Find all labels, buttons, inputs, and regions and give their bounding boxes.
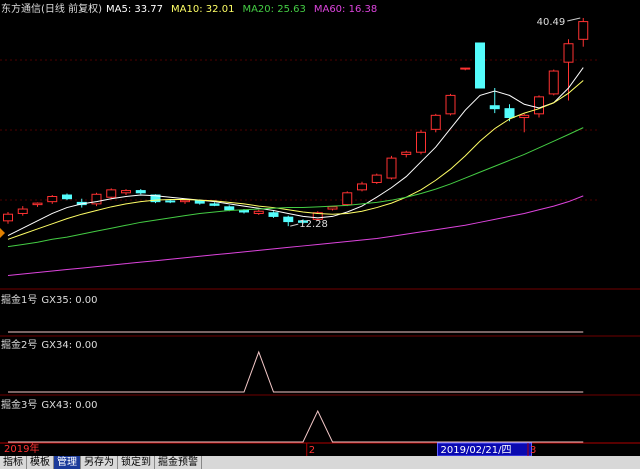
- candle-body: [3, 213, 13, 222]
- indicator-name: GX34: [41, 340, 69, 351]
- candle-body: [548, 70, 559, 95]
- indicator-line: [8, 409, 584, 443]
- ma-name: MA5: [105, 4, 128, 15]
- panel-legend: GX35: 0.00: [41, 295, 98, 306]
- main-header: 东方通信(日线 前复权) MA5: 33.77 MA10: 32.01 MA20: 2…: [1, 0, 385, 15]
- panel-legend: GX43: 0.00: [41, 400, 98, 411]
- chart: 40.49 12.28 2019年 2 2019/02/21/四 3: [0, 17, 640, 456]
- candle-body: [504, 108, 515, 119]
- panel-title: 掘金1号: [1, 295, 38, 306]
- candle-body: [253, 210, 264, 214]
- ma-legend: MA20: 25.63: [242, 4, 306, 15]
- candle-body: [224, 206, 235, 211]
- candle-body: [460, 67, 471, 70]
- candle-body: [386, 157, 397, 179]
- candle-body: [91, 193, 102, 205]
- candle-body: [62, 194, 72, 200]
- ma-value: 32.01: [205, 4, 235, 15]
- candle-body: [180, 199, 190, 203]
- ma-value: 25.63: [277, 4, 306, 15]
- ma-value: 16.38: [348, 4, 378, 15]
- candle-body: [342, 192, 353, 206]
- annotation-leader: [567, 17, 581, 22]
- candle-body: [430, 114, 441, 130]
- ma-legend: MA10: 32.01: [171, 4, 235, 15]
- candle-body: [445, 94, 456, 115]
- date-label: 2019年: [4, 442, 39, 455]
- candle-body: [534, 96, 544, 115]
- tab[interactable]: 模板: [27, 456, 54, 469]
- ma-line: [7, 80, 584, 240]
- ma-legend: MA5: 33.77: [105, 4, 164, 15]
- panel-header: 掘金2号 GX34: 0.00: [1, 336, 106, 351]
- cursor-marker: [0, 228, 5, 238]
- annotation-leader: [290, 223, 299, 227]
- ma-legend: MA60: 16.38: [313, 4, 378, 15]
- tab[interactable]: 锁定到: [118, 456, 155, 469]
- panel-legend: GX34: 0.00: [41, 340, 98, 351]
- stock-title: 东方通信(日线 前复权): [1, 4, 102, 15]
- candle-body: [135, 190, 146, 194]
- candle-body: [150, 194, 161, 203]
- candle-body: [194, 200, 205, 204]
- indicator-name: GX43: [41, 400, 69, 411]
- candle-body: [239, 210, 249, 213]
- candle-body: [578, 21, 589, 40]
- candle-body: [475, 42, 485, 89]
- candle-body: [519, 114, 530, 119]
- indicator-value: 0.00: [75, 400, 98, 411]
- indicator-value: 0.00: [75, 340, 98, 351]
- candle-body: [416, 131, 426, 153]
- indicator-value: 0.00: [75, 295, 98, 306]
- date-label: 2: [309, 445, 315, 456]
- candle-body: [357, 183, 367, 191]
- candle-body: [165, 200, 176, 203]
- cursor-date-box: [437, 442, 532, 456]
- tab[interactable]: 管理: [54, 456, 81, 469]
- candle-body: [563, 43, 574, 63]
- candle-body: [371, 174, 382, 183]
- ma-line: [7, 195, 584, 276]
- tab[interactable]: 掘金预警: [155, 456, 202, 469]
- ma-name: MA20: [242, 4, 271, 15]
- low-label: 12.28: [299, 219, 328, 230]
- ma-line: [7, 67, 584, 237]
- cursor-date: 2019/02/21/四: [441, 445, 512, 456]
- candle-body: [17, 208, 28, 214]
- candle-body: [327, 206, 338, 210]
- tab[interactable]: 指标: [0, 456, 27, 469]
- panel-header: 掘金1号 GX35: 0.00: [1, 291, 106, 306]
- toolbar: 指标 模板 管理 另存为 锁定到 掘金预警: [0, 456, 640, 469]
- indicator-line: [8, 350, 584, 393]
- ma-line: [7, 127, 584, 248]
- candle-body: [121, 190, 131, 194]
- candle-body: [32, 202, 43, 206]
- ma-value: 33.77: [134, 4, 164, 15]
- candle-body: [401, 151, 412, 155]
- candle-body: [283, 216, 294, 223]
- panel-header: 掘金3号 GX43: 0.00: [1, 396, 106, 411]
- candle-body: [312, 212, 323, 220]
- indicator-name: GX35: [41, 295, 69, 306]
- date-label: 3: [530, 445, 536, 456]
- candle-body: [489, 105, 500, 110]
- candle-body: [209, 203, 220, 206]
- ma-name: MA60: [313, 4, 343, 15]
- tab[interactable]: 另存为: [81, 456, 118, 469]
- candle-body: [106, 189, 117, 198]
- panel-title: 掘金2号: [1, 340, 38, 351]
- candle-body: [47, 195, 58, 203]
- candle-body: [268, 212, 279, 217]
- high-label: 40.49: [537, 17, 566, 28]
- candle-body: [298, 220, 308, 223]
- panel-title: 掘金3号: [1, 400, 38, 411]
- ma-name: MA10: [171, 4, 200, 15]
